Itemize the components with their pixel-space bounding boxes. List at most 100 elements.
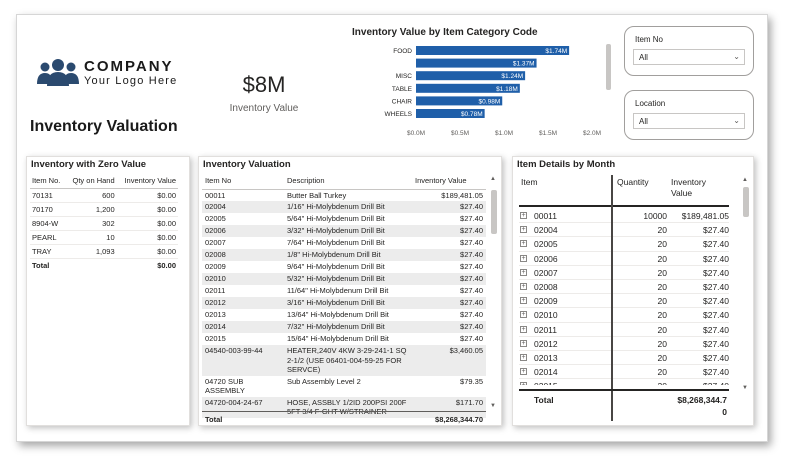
matrix-row[interactable]: +02011 20 $27.40 [519, 323, 729, 337]
cell-item-no: 70170 [30, 202, 66, 217]
cell-item: 02014 [534, 367, 558, 378]
table-row[interactable]: PEARL 10 $0.00 [30, 230, 178, 245]
table-row[interactable]: 02007 7/64" Hi-Molybdenum Drill Bit $27.40 [202, 237, 486, 249]
matrix-row[interactable]: +02006 20 $27.40 [519, 252, 729, 266]
category-label: FOOD [393, 48, 412, 55]
table-row[interactable]: 70131 600 $0.00 [30, 188, 178, 203]
table-row[interactable]: 8904-W 302 $0.00 [30, 216, 178, 231]
location-dropdown[interactable]: All ⌄ [633, 113, 745, 129]
matrix-row[interactable]: +02008 20 $27.40 [519, 280, 729, 295]
matrix-row[interactable]: +00011 10000 $189,481.05 [519, 209, 729, 224]
people-group-icon [37, 59, 79, 86]
item-no-dropdown[interactable]: All ⌄ [633, 49, 745, 65]
logo-tagline: Your Logo Here [84, 75, 178, 87]
data-label: $0.78M [461, 111, 483, 118]
table-row[interactable]: 02006 3/32" Hi-Molybdenum Drill Bit $27.40 [202, 225, 486, 237]
logo-company-name: COMPANY [84, 58, 174, 75]
expand-icon[interactable]: + [520, 226, 527, 234]
expand-icon[interactable]: + [520, 282, 527, 290]
matrix-row[interactable]: +02015 20$27.40 [519, 379, 729, 385]
expand-icon[interactable]: + [520, 240, 527, 248]
cell-inventory-value: $27.40 [703, 267, 729, 278]
location-slicer: Location All ⌄ [624, 90, 754, 140]
table-row[interactable]: 02005 5/64" Hi-Molybdenum Drill Bit $27.40 [202, 213, 486, 225]
cell-quantity: 20 [657, 281, 667, 292]
matrix-row[interactable]: +02005 20 $27.40 [519, 237, 729, 252]
table-row[interactable]: 02008 1/8" Hi-Molybdenum Drill Bit $27.40 [202, 249, 486, 261]
table-row[interactable]: 02012 3/16" Hi-Molybdenum Drill Bit $27.40 [202, 297, 486, 309]
col-header-item-no[interactable]: Item No. [30, 173, 66, 189]
month-panel: Item Details by Month Item Quantity Inve… [512, 156, 754, 426]
kpi-value: $8M [242, 72, 286, 97]
table-row[interactable]: 70170 1,200 $0.00 [30, 202, 178, 217]
col-header-item[interactable]: Item [521, 177, 538, 187]
matrix-row[interactable]: +02010 20 $27.40 [519, 308, 729, 323]
col-header-qty[interactable]: Qty on Hand [65, 173, 117, 189]
cell-description: Sub Assembly Level 2 [287, 376, 361, 386]
matrix-row[interactable]: +02009 20 $27.40 [519, 294, 729, 309]
bar[interactable] [416, 83, 520, 93]
bar[interactable] [416, 96, 503, 106]
expand-icon[interactable]: + [520, 254, 527, 262]
matrix-row[interactable]: +02013 20 $27.40 [519, 351, 729, 366]
table-row[interactable]: 00011 Butter Ball Turkey $189,481.05 [202, 189, 486, 201]
col-header-inventory-value[interactable]: Inventory Value [412, 173, 486, 190]
cell-inventory-value: $27.40 [703, 239, 729, 250]
bar[interactable] [416, 71, 526, 81]
matrix-row[interactable]: +02007 20 $27.40 [519, 266, 729, 280]
expand-icon[interactable]: + [520, 368, 527, 376]
table-row[interactable]: 02010 5/32" Hi-Molybdenum Drill Bit $27.40 [202, 273, 486, 285]
table-row[interactable]: 02004 1/16" Hi-Molybdenum Drill Bit $27.40 [202, 201, 486, 213]
scroll-up-icon[interactable]: ▲ [490, 176, 496, 182]
cell-description: 1/16" Hi-Molybdenum Drill Bit [284, 201, 412, 213]
table-row[interactable]: 02009 9/64" Hi-Molybdenum Drill Bit $27.40 [202, 261, 486, 273]
scroll-down-icon[interactable]: ▼ [742, 385, 748, 391]
expand-icon[interactable]: + [520, 311, 527, 319]
col-header-quantity[interactable]: Quantity [617, 177, 649, 187]
col-header-value-line1[interactable]: Inventory [671, 177, 706, 187]
expand-icon[interactable]: + [520, 325, 527, 333]
expand-icon[interactable]: + [520, 212, 527, 219]
table-row[interactable]: TRAY 1,093 $0.00 [30, 244, 178, 259]
table-row[interactable]: 04720 SUB ASSEMBLY Sub Assembly Level 2 $7… [202, 376, 486, 397]
cell-qty: 600 [65, 188, 117, 203]
expand-icon[interactable]: + [520, 297, 527, 305]
bar-chart[interactable]: FOOD $1.74M $1.37M MISC $1.24M TABLE $1.18M CHA… [350, 40, 612, 140]
cell-quantity: 20 [657, 267, 667, 278]
cell-item-no: 02004 [202, 201, 284, 213]
bar[interactable] [416, 109, 485, 118]
zero-value-table: Item No. Qty on Hand Inventory Value 701… [30, 173, 178, 272]
expand-icon[interactable]: + [520, 382, 527, 385]
scroll-up-icon[interactable]: ▲ [742, 177, 748, 183]
cell-quantity: 10000 [643, 211, 667, 221]
cell-quantity: 20 [657, 239, 667, 250]
table-row[interactable]: 02011 11/64" Hi-Molybdenum Drill Bit $27.4… [202, 285, 486, 297]
cell-item: 02012 [534, 338, 558, 349]
cell-inventory-value: $189,481.05 [681, 211, 729, 221]
matrix-row[interactable]: +02014 20 $27.40 [519, 365, 729, 380]
total-value-continued: 0 [722, 407, 727, 417]
table-row[interactable]: 04540-003-99-44 HEATER,240V 4KW 3-29-241-… [202, 345, 486, 376]
table-row[interactable]: 02015 15/64" Hi-Molybdenum Drill Bit $27.4… [202, 333, 486, 345]
cell-description: 3/16" Hi-Molybdenum Drill Bit [284, 297, 412, 309]
location-slicer-label: Location [635, 99, 666, 108]
bar[interactable] [416, 46, 570, 55]
cell-description: 7/32" Hi-Molybdenum Drill Bit [284, 321, 412, 333]
bar[interactable] [416, 58, 537, 68]
chart-scrollbar[interactable] [606, 44, 611, 90]
matrix-row[interactable]: +02004 20 $27.40 [519, 223, 729, 238]
matrix-row[interactable]: +02012 20 $27.40 [519, 337, 729, 351]
col-header-description[interactable]: Description [284, 173, 412, 190]
scroll-down-icon[interactable]: ▼ [490, 403, 496, 409]
col-header-item-no[interactable]: Item No [202, 173, 284, 190]
table-row[interactable]: 02014 7/32" Hi-Molybdenum Drill Bit $27.40 [202, 321, 486, 333]
cell-inventory-value: $27.40 [412, 321, 486, 333]
expand-icon[interactable]: + [520, 353, 527, 361]
col-header-value[interactable]: Inventory Value [116, 173, 178, 189]
cell-description: 9/64" Hi-Molybdenum Drill Bit [287, 262, 385, 271]
table-row[interactable]: 02013 13/64" Hi-Molybdenum Drill Bit $27.4… [202, 309, 486, 321]
valuation-scrollbar[interactable] [491, 190, 497, 234]
expand-icon[interactable]: + [520, 339, 527, 347]
expand-icon[interactable]: + [520, 268, 527, 276]
month-scrollbar[interactable] [743, 187, 749, 217]
